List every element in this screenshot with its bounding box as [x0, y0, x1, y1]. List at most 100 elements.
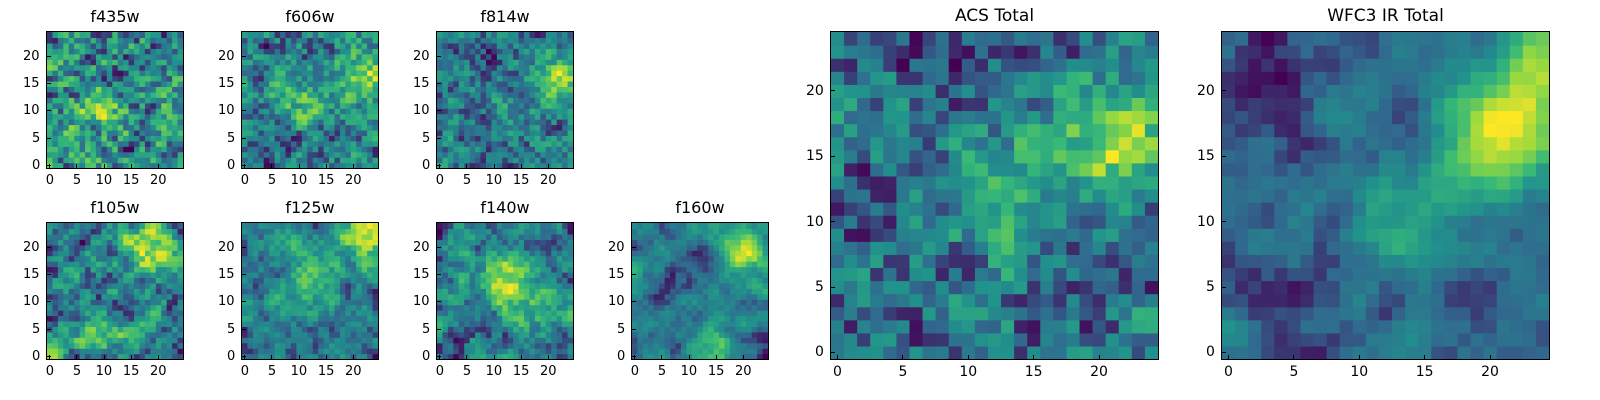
heatmap-cell	[258, 108, 264, 114]
heatmap-cell	[568, 37, 573, 43]
heatmap-cell	[307, 354, 313, 359]
heatmap-cell	[491, 294, 497, 300]
heatmap-cell	[470, 315, 476, 321]
heatmap-cell	[80, 228, 86, 234]
heatmap-cell	[936, 137, 950, 151]
heatmap-cell	[258, 272, 264, 278]
heatmap-cell	[546, 81, 552, 87]
heatmap-cell	[69, 256, 75, 262]
heatmap-cell	[949, 202, 963, 216]
heatmap-cell	[459, 228, 465, 234]
heatmap-cell	[123, 315, 129, 321]
heatmap-cell	[247, 250, 253, 256]
heatmap-cell	[724, 267, 730, 273]
heatmap-cell	[896, 281, 910, 295]
heatmap-cell	[697, 245, 703, 251]
heatmap-cell	[697, 354, 703, 359]
heatmap-cell	[80, 146, 86, 152]
heatmap-cell	[112, 305, 118, 311]
heatmap-cell	[74, 228, 80, 234]
heatmap-cell	[676, 326, 682, 332]
heatmap-cell	[52, 32, 58, 38]
heatmap-cell	[448, 103, 454, 109]
heatmap-cell	[280, 48, 286, 54]
heatmap-cell	[351, 326, 357, 332]
heatmap-cell	[730, 294, 736, 300]
heatmap-cell	[351, 310, 357, 316]
heatmap-cell	[129, 76, 135, 82]
heatmap-cell	[351, 152, 357, 158]
heatmap-cell	[156, 256, 162, 262]
heatmap-cell	[470, 288, 476, 294]
heatmap-cell	[557, 228, 563, 234]
heatmap-cell	[540, 283, 546, 289]
heatmap-cell	[286, 97, 292, 103]
heatmap-cell	[324, 348, 330, 354]
heatmap-cell	[870, 241, 884, 255]
heatmap-cell	[502, 43, 508, 49]
heatmap-cell	[529, 76, 535, 82]
heatmap-cell	[896, 124, 910, 138]
heatmap-cell	[497, 32, 503, 38]
heatmap-cell	[373, 267, 378, 273]
heatmap-cell	[172, 48, 178, 54]
heatmap-cell	[269, 114, 275, 120]
heatmap-cell	[1080, 320, 1094, 334]
heatmap-cell	[150, 283, 156, 289]
heatmap-cell	[529, 272, 535, 278]
heatmap-cell	[1093, 202, 1107, 216]
heatmap-cell	[80, 141, 86, 147]
heatmap-cell	[340, 114, 346, 120]
heatmap-cell	[540, 348, 546, 354]
heatmap-cell	[242, 228, 248, 234]
heatmap-cell	[74, 124, 80, 130]
heatmap-cell	[156, 315, 162, 321]
heatmap-cell	[307, 65, 313, 71]
heatmap-cell	[118, 59, 124, 65]
heatmap-cell	[329, 354, 335, 359]
heatmap-cell	[988, 137, 1002, 151]
heatmap-cell	[356, 163, 362, 168]
heatmap-cell	[150, 65, 156, 71]
heatmap-cell	[513, 130, 519, 136]
heatmap-cell	[464, 37, 470, 43]
panel-title: f140w	[436, 198, 574, 217]
heatmap-cell	[178, 97, 183, 103]
heatmap-cell	[519, 315, 525, 321]
heatmap-cell	[735, 326, 741, 332]
heatmap-cell	[513, 294, 519, 300]
heatmap-cell	[362, 354, 368, 359]
heatmap-cell	[551, 294, 557, 300]
heatmap-cell	[529, 43, 535, 49]
heatmap-cell	[307, 114, 313, 120]
heatmap-cell	[1053, 281, 1067, 295]
heatmap-cell	[442, 37, 448, 43]
heatmap-cell	[150, 223, 156, 229]
heatmap-cell	[258, 103, 264, 109]
heatmap-cell	[883, 241, 897, 255]
heatmap-cell	[546, 288, 552, 294]
heatmap-cell	[497, 103, 503, 109]
heatmap-cell	[345, 65, 351, 71]
heatmap-cell	[735, 348, 741, 354]
y-tick-mark	[437, 247, 441, 248]
heatmap-cell	[69, 163, 75, 168]
heatmap-cell	[329, 146, 335, 152]
heatmap-cell	[167, 86, 173, 92]
heatmap-cell	[118, 124, 124, 130]
heatmap-cell	[491, 108, 497, 114]
heatmap-cell	[857, 110, 871, 124]
heatmap-cell	[253, 348, 259, 354]
heatmap-cell	[329, 163, 335, 168]
heatmap-cell	[85, 108, 91, 114]
heatmap-cell	[551, 234, 557, 240]
heatmap-cell	[313, 294, 319, 300]
heatmap-cell	[356, 86, 362, 92]
heatmap-cell	[291, 294, 297, 300]
heatmap-cell	[334, 114, 340, 120]
heatmap-cell	[502, 332, 508, 338]
heatmap-cell	[486, 294, 492, 300]
heatmap-cell	[562, 228, 568, 234]
heatmap-cell	[936, 333, 950, 347]
y-tick-label: 20	[218, 49, 235, 64]
